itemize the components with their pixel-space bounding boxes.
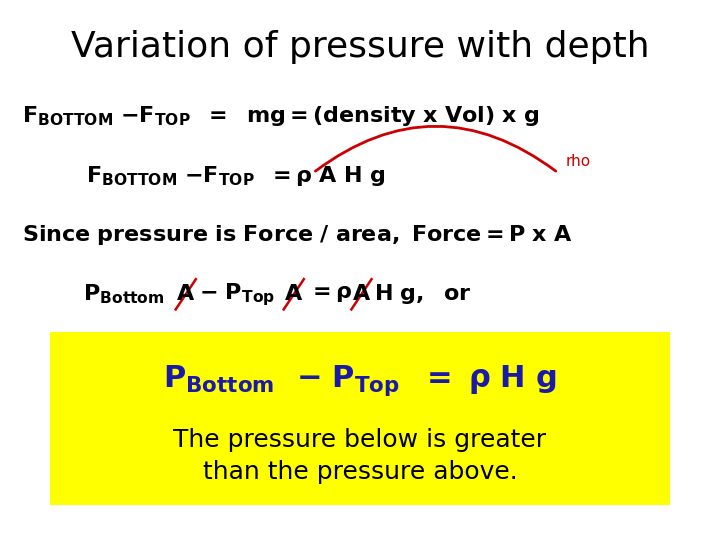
Text: $\mathbf{F_{BOTTOM}}$ $\mathbf{- F_{TOP}}$  $\mathbf{=\ \ mg = (density\ x\ Vol): $\mathbf{F_{BOTTOM}}$ $\mathbf{- F_{TOP}… [22, 104, 539, 128]
Text: Variation of pressure with depth: Variation of pressure with depth [71, 30, 649, 64]
Text: $\mathbf{-\ P_{Top}}$: $\mathbf{-\ P_{Top}}$ [199, 281, 276, 308]
Text: $\mathbf{Since\ pressure\ is\ Force\ /\ area,\ Force = P\ x\ A}$: $\mathbf{Since\ pressure\ is\ Force\ /\ … [22, 223, 572, 247]
Text: $\mathbf{A}$: $\mathbf{A}$ [352, 284, 371, 305]
Text: The pressure below is greater
than the pressure above.: The pressure below is greater than the p… [174, 429, 546, 484]
Text: $\mathbf{H\ g,\ \ or}$: $\mathbf{H\ g,\ \ or}$ [374, 282, 472, 306]
FancyBboxPatch shape [50, 332, 670, 505]
Text: rho: rho [565, 154, 590, 170]
Text: $\mathbf{= \rho}$: $\mathbf{= \rho}$ [308, 284, 352, 305]
Text: $\mathbf{A}$: $\mathbf{A}$ [176, 284, 195, 305]
Text: $\mathbf{P_{Bottom}}$: $\mathbf{P_{Bottom}}$ [83, 282, 164, 306]
Text: $\mathbf{F_{BOTTOM}}$ $\mathbf{- F_{TOP}}$  $\mathbf{= \rho\ A\ H\ g}$: $\mathbf{F_{BOTTOM}}$ $\mathbf{- F_{TOP}… [86, 164, 385, 187]
Text: $\mathbf{P_{Bottom}}$  $\mathbf{-\ P_{Top}}$  $\mathbf{=\ \rho\ H\ g}$: $\mathbf{P_{Bottom}}$ $\mathbf{-\ P_{Top… [163, 363, 557, 398]
Text: $\mathbf{A}$: $\mathbf{A}$ [284, 284, 303, 305]
